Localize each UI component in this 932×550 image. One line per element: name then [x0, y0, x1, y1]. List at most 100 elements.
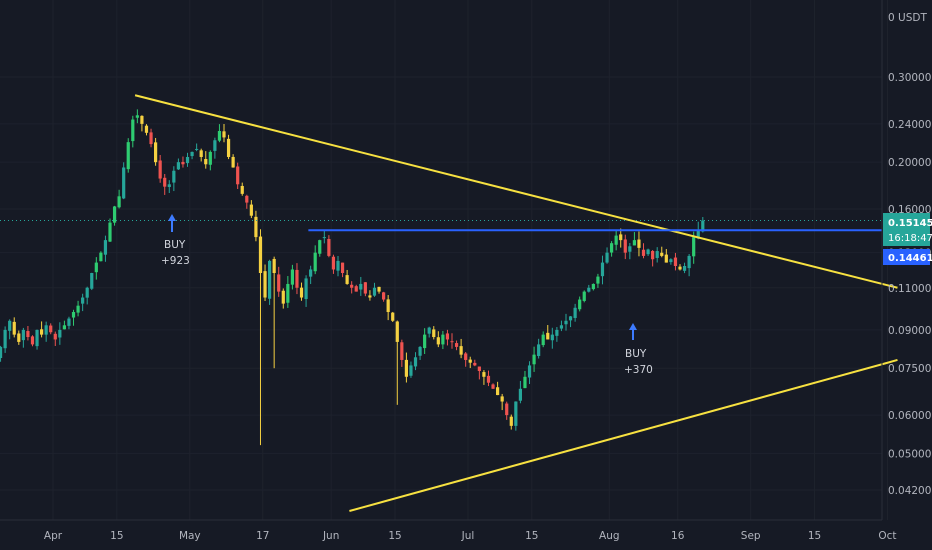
- candles-group: [0, 109, 705, 446]
- candle-body: [564, 320, 568, 325]
- candle-body: [163, 177, 167, 187]
- candle-body: [85, 287, 89, 298]
- date-axis[interactable]: Apr 15 May 17 Jun 15 Jul 15 Aug 16 Sep 15 Oct: [44, 530, 897, 542]
- price-tick-label: 0.11000: [888, 283, 931, 295]
- candle-body: [372, 287, 377, 296]
- date-tick-label: 15: [388, 530, 401, 542]
- grid-lines: [0, 0, 887, 520]
- candle-body: [53, 333, 57, 340]
- buy-signal-value: +370: [624, 364, 653, 376]
- candle-body: [327, 238, 331, 256]
- candle-body: [568, 316, 573, 321]
- candle-body: [268, 260, 272, 299]
- candle-body: [637, 239, 641, 248]
- candle-body: [40, 329, 44, 335]
- price-tick-label: 0.04200: [888, 485, 931, 497]
- candle-body: [149, 132, 153, 145]
- candle-body: [21, 329, 25, 341]
- candle-body: [181, 161, 185, 165]
- candle-body: [26, 331, 30, 338]
- candle-body: [614, 235, 618, 245]
- candle-body: [281, 290, 285, 304]
- candle-body: [236, 166, 240, 185]
- candle-body: [386, 299, 390, 313]
- candle-body: [546, 332, 550, 340]
- candle-body: [172, 170, 176, 183]
- candle-body: [176, 162, 180, 170]
- date-tick-label: 15: [808, 530, 821, 542]
- candle-body: [144, 125, 149, 133]
- buy-signal-2[interactable]: BUY +370: [624, 323, 653, 376]
- candle-body: [258, 236, 263, 274]
- candle-body: [249, 204, 253, 216]
- candle-body: [8, 320, 12, 331]
- candle-body: [245, 195, 249, 203]
- candle-body: [477, 366, 481, 372]
- candle-body: [204, 159, 208, 165]
- candle-body: [99, 252, 103, 262]
- level-price-value: 0.14461: [888, 253, 932, 264]
- candle-body: [518, 388, 522, 401]
- candle-body: [605, 252, 609, 263]
- candle-body: [404, 359, 408, 377]
- candle-body: [459, 346, 463, 355]
- candle-body: [445, 333, 450, 340]
- candle-body: [254, 216, 258, 238]
- date-tick-label: Sep: [741, 530, 761, 542]
- candle-body: [678, 266, 682, 270]
- date-tick-label: Aug: [599, 530, 620, 542]
- level-price-tag: 0.14461: [883, 249, 932, 265]
- candle-body: [44, 325, 48, 335]
- candle-body: [505, 403, 509, 416]
- candle-body: [76, 305, 80, 313]
- price-tick-label: 0.20000: [888, 157, 931, 169]
- current-price-tag: 0.15145 16:18:47: [883, 213, 932, 246]
- date-tick-label: Jul: [461, 530, 475, 542]
- price-tick-label: 0.30000: [888, 72, 931, 84]
- up-arrow-icon: [168, 214, 176, 232]
- candle-body: [263, 271, 267, 298]
- date-tick-label: Oct: [878, 530, 896, 542]
- candle-body: [400, 342, 404, 360]
- price-tick-label: 0.07500: [888, 363, 931, 375]
- candle-body: [423, 334, 427, 349]
- candle-body: [468, 359, 472, 363]
- candle-body: [682, 266, 687, 271]
- candle-body: [94, 262, 98, 273]
- candle-body: [208, 151, 212, 165]
- candle-body: [135, 115, 139, 118]
- candle-body: [578, 299, 582, 310]
- candle-body: [368, 295, 372, 298]
- candle-body: [12, 321, 16, 335]
- candle-body: [277, 274, 281, 292]
- candle-body: [81, 297, 85, 304]
- up-arrow-icon: [629, 323, 637, 340]
- date-tick-label: 15: [525, 530, 538, 542]
- candle-body: [213, 140, 217, 151]
- candle-body: [363, 282, 367, 294]
- candle-body: [299, 287, 304, 298]
- candle-body: [71, 312, 76, 318]
- candle-body: [559, 325, 564, 329]
- candle-body: [482, 372, 486, 377]
- trendline[interactable]: [134, 94, 898, 289]
- candle-body: [500, 396, 504, 402]
- candle-body: [331, 256, 336, 270]
- date-tick-label: May: [179, 530, 201, 542]
- candle-body: [318, 240, 322, 254]
- candle-body: [628, 246, 632, 252]
- candle-body: [591, 283, 595, 290]
- candle-body: [231, 156, 235, 168]
- trendline[interactable]: [349, 359, 898, 512]
- candle-body: [140, 115, 144, 124]
- current-price-value: 0.15145: [888, 218, 932, 229]
- candle-body: [90, 273, 94, 289]
- candle-body: [122, 167, 126, 199]
- buy-signal-1[interactable]: BUY +923: [161, 214, 190, 267]
- candle-body: [514, 401, 518, 426]
- candle-body: [596, 276, 600, 284]
- candle-body: [664, 254, 668, 263]
- candle-body: [336, 260, 340, 271]
- price-tick-label: 0.06000: [888, 410, 931, 422]
